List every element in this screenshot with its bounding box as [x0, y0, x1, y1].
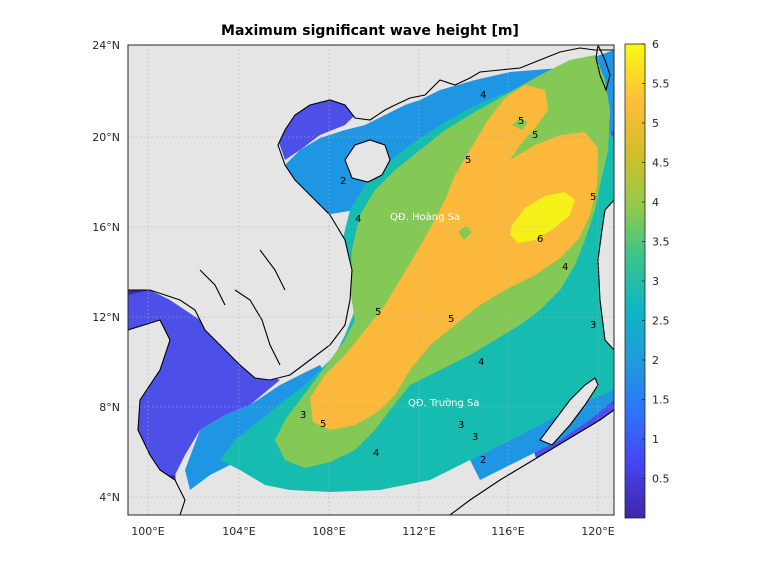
map-frame	[127, 44, 615, 516]
coastline-luzon	[597, 199, 614, 351]
land-malay	[128, 320, 185, 515]
colorbar: 0.5 1 1.5 2 2.5 3 3.5 4 4.5 5 5.5 6	[624, 38, 670, 519]
colorbar-tick-label: 3.5	[652, 236, 670, 249]
island-patch	[458, 226, 472, 240]
land-mainland	[128, 45, 614, 380]
contour-label: 4	[480, 90, 486, 101]
contour-label: 5	[518, 116, 524, 127]
contour-label: 4	[373, 448, 379, 459]
wave-level-6-plus	[510, 192, 575, 243]
map-title: Maximum significant wave height [m]	[221, 23, 519, 39]
colorbar-tick-label: 4.5	[652, 157, 670, 170]
colorbar-tick-label: 5	[652, 117, 659, 130]
colorbar-tick-label: 4	[652, 196, 659, 209]
colorbar-tick-label: 3	[652, 275, 659, 288]
contour-label: 3	[472, 432, 478, 443]
coastline-malay	[128, 319, 186, 515]
wave-level-2-3	[185, 50, 614, 490]
place-label-spratly: QĐ. Trường Sa	[408, 397, 480, 409]
contour-label: 2	[480, 455, 486, 466]
contour-label: 5	[590, 192, 596, 203]
y-tick-label: 20°N	[92, 131, 120, 144]
y-tick-label: 4°N	[99, 491, 120, 504]
contour-label: 5	[375, 307, 381, 318]
colorbar-tick-label: 2	[652, 354, 659, 367]
colorbar-tick-label: 2.5	[652, 315, 670, 328]
y-tick-label: 24°N	[92, 39, 120, 52]
coastline-borneo	[449, 409, 614, 515]
map-area: 4 5 5 2 4 6 5 5 4 5 4 5 4 3 3 2 3 5 3 QĐ…	[128, 45, 614, 515]
contour-label: 5	[465, 155, 471, 166]
y-tick-label: 16°N	[92, 221, 120, 234]
contour-label: 3	[458, 420, 464, 431]
wave-level-5-6	[310, 85, 598, 430]
coastline-taiwan	[595, 45, 611, 92]
x-tick-label: 112°E	[402, 525, 435, 538]
contour-label: 4	[355, 214, 361, 225]
x-tick-label: 104°E	[222, 525, 255, 538]
contour-labels: 4 5 5 2 4 6 5 5 4 5 4 5 4 3 3 2 3 5 3	[300, 90, 596, 466]
x-axis: 100°E 104°E 108°E 112°E 116°E 120°E	[131, 525, 614, 538]
contour-label: 4	[478, 357, 484, 368]
contour-label: 4	[562, 262, 568, 273]
coastline-rivers	[199, 249, 286, 366]
y-tick-label: 8°N	[99, 401, 120, 414]
colorbar-tick-label: 0.5	[652, 473, 670, 486]
colorbar-ticks: 0.5 1 1.5 2 2.5 3 3.5 4 4.5 5 5.5 6	[642, 38, 670, 486]
contour-label: 5	[448, 314, 454, 325]
colorbar-tick-label: 1	[652, 433, 659, 446]
colorbar-tick-label: 5.5	[652, 78, 670, 91]
y-tick-label: 12°N	[92, 311, 120, 324]
contour-label: 3	[590, 320, 596, 331]
contour-label: 5	[320, 419, 326, 430]
y-axis: 4°N 8°N 12°N 16°N 20°N 24°N	[92, 39, 120, 504]
place-label-paracel: QĐ. Hoàng Sa	[390, 211, 460, 223]
island-patch	[512, 118, 528, 130]
coastline-palawan	[539, 377, 599, 446]
x-tick-label: 108°E	[312, 525, 345, 538]
contour-label: 5	[532, 130, 538, 141]
contour-label: 2	[340, 176, 346, 187]
map-grid	[128, 45, 614, 515]
x-tick-label: 120°E	[581, 525, 614, 538]
wave-level-1-2	[128, 95, 614, 480]
x-tick-label: 116°E	[491, 525, 524, 538]
coastline-hainan	[344, 139, 391, 183]
land-hainan	[345, 140, 390, 182]
colorbar-tick-label: 6	[652, 38, 659, 51]
contour-label: 6	[537, 234, 543, 245]
x-tick-label: 100°E	[131, 525, 164, 538]
colorbar-tick-label: 1.5	[652, 394, 670, 407]
contour-label: 3	[300, 410, 306, 421]
coastline-mainland	[128, 47, 614, 381]
land-palawan	[540, 378, 598, 445]
